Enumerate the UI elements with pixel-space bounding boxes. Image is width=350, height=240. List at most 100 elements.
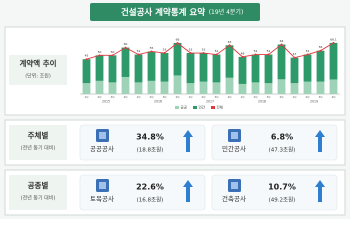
legend-label: 전체 (217, 105, 223, 110)
bar (186, 53, 195, 84)
card (211, 124, 338, 161)
x-tick-label: 2Q (150, 95, 155, 99)
bar (264, 83, 273, 94)
x-tick-label: 1Q (189, 95, 194, 99)
value-label: 60 (124, 42, 128, 46)
value-label: 48 (241, 51, 245, 55)
bar (212, 82, 221, 94)
section-label: 계약액 추이 (19, 58, 56, 68)
bar (277, 44, 286, 80)
section-label: 주체별 (28, 130, 49, 140)
bar (199, 53, 208, 82)
x-tick-label: 1Q (293, 95, 298, 99)
card-amount: (16.8조원) (137, 196, 164, 204)
x-tick-label: 2Q (254, 95, 259, 99)
bar (134, 54, 143, 83)
year-label: 2015 (102, 100, 110, 104)
bar (225, 45, 234, 78)
x-tick-label: 3Q (267, 95, 272, 99)
bar (238, 83, 247, 94)
card-amount: (47.3조원) (269, 146, 296, 154)
x-tick-label: 3Q (111, 95, 116, 99)
bar (95, 80, 104, 94)
line-point (111, 54, 114, 57)
line-point (280, 43, 283, 46)
x-tick-label: 4Q (280, 95, 285, 99)
bar (173, 75, 182, 94)
bar (251, 54, 260, 83)
line-point (332, 41, 335, 44)
value-label: 51 (267, 49, 271, 53)
card-name: 토목공사 (90, 194, 114, 203)
value-label: 51 (137, 49, 141, 53)
value-label: 51 (215, 49, 219, 53)
chart: 1Q 2Q 3Q 4Q 1Q 2Q 3Q 4Q 1Q 2Q 3Q 4Q 1Q 2Q 3Q 4Q 1Q 2Q 3Q 4Q… (80, 37, 340, 110)
icon-detail (99, 182, 106, 189)
line-point (202, 52, 205, 55)
bar (225, 77, 234, 94)
legend-swatch (211, 106, 215, 109)
value-label: 66 (176, 37, 180, 41)
year-label: 2016 (154, 100, 162, 104)
bar (212, 54, 221, 83)
bar (199, 81, 208, 94)
bar (316, 50, 325, 82)
bar (121, 47, 130, 77)
label-box (9, 55, 67, 85)
line-point (228, 44, 231, 47)
x-tick-label: 1Q (85, 95, 90, 99)
x-tick-label: 2Q (98, 95, 103, 99)
section-label: 공종별 (28, 180, 49, 190)
x-tick-label: 2Q (202, 95, 207, 99)
line (86, 42, 334, 60)
banner-title: 건설공사 계약통계 요약 (121, 7, 205, 18)
section-sub: (전년 동기 대비) (21, 145, 56, 152)
value-label: 51 (254, 49, 258, 53)
bar (82, 59, 91, 84)
line-point (241, 55, 244, 58)
bar (147, 80, 156, 94)
up-arrow (183, 130, 193, 152)
up-arrow (315, 180, 325, 202)
bar (277, 79, 286, 94)
year-label: 2018 (258, 100, 266, 104)
line-point (137, 53, 140, 56)
section-sub: (전년 동기 대비) (21, 195, 56, 202)
section-sub: (단위: 조원) (25, 73, 51, 80)
bar (147, 51, 156, 81)
bar (121, 76, 130, 94)
card-name: 공공공사 (90, 144, 114, 153)
line-point (215, 53, 218, 56)
bar (134, 82, 143, 94)
line-point (150, 50, 153, 53)
value-label: 51 (306, 49, 310, 53)
x-tick-label: 1Q (137, 95, 142, 99)
value-label: 66.1 (330, 37, 337, 41)
bar (264, 54, 273, 84)
banner (90, 3, 260, 21)
value-label: 45 (85, 54, 89, 58)
x-tick-label: 4Q (332, 95, 337, 99)
banner-subtitle: (19년 4분기) (209, 8, 244, 16)
bar (160, 53, 169, 82)
x-tick-label: 3Q (163, 95, 168, 99)
x-tick-label: 4Q (124, 95, 129, 99)
line-point (189, 52, 192, 55)
bar (108, 55, 117, 83)
card-change: 6.8% (271, 133, 293, 142)
label-box (9, 175, 67, 210)
value-label: 63 (228, 40, 232, 44)
x-tick-label: 3Q (215, 95, 220, 99)
bar (160, 81, 169, 94)
legend-label: 공공 (181, 106, 188, 110)
up-arrow (183, 180, 193, 202)
card (211, 174, 338, 211)
cards: 공공공사 34.8% (18.8조원) 민간공사 6.8% (47.3조원) 토목공사 22.… (79, 124, 338, 211)
card-amount: (49.2조원) (269, 196, 296, 204)
line-point (306, 53, 309, 56)
value-label: 56 (319, 45, 323, 49)
label-box (9, 125, 67, 160)
card-change: 34.8% (136, 133, 164, 142)
value-label: 53 (163, 48, 167, 52)
bar (251, 82, 260, 94)
